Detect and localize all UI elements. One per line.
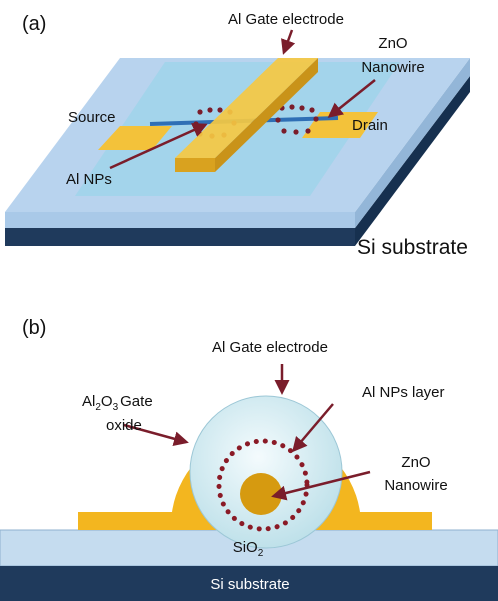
oxide-label: oxide <box>106 417 142 434</box>
text-part: 2 <box>258 548 264 559</box>
text-part: 2 <box>95 402 101 413</box>
si-layer <box>5 228 355 246</box>
nanowire-label: ZnO <box>378 35 407 52</box>
text-part: Gate <box>120 393 153 410</box>
oxide-side <box>355 58 470 228</box>
si-layer <box>0 566 498 601</box>
source-label: Source <box>68 109 116 126</box>
text-part: 3 <box>113 402 119 413</box>
oxide-label: Al2O3 Gate <box>82 393 153 413</box>
nanowire-core <box>240 473 282 515</box>
text-part: Al <box>82 393 95 410</box>
panel-label: (b) <box>22 317 46 339</box>
substrate-label: Si substrate <box>357 236 468 259</box>
gate-label: Al Gate electrode <box>212 339 328 356</box>
nanowire-label: Nanowire <box>384 477 447 494</box>
oxide-front <box>5 212 355 228</box>
nps-label: Al NPs layer <box>362 384 445 401</box>
panel-label: (a) <box>22 13 46 35</box>
arrows-b <box>123 364 371 501</box>
panel-b: (b) Al Gate electrode Al2O3 Gate oxide Al… <box>0 317 498 601</box>
text-part: SiO <box>233 539 258 556</box>
gate-front <box>175 158 215 172</box>
gate-label: Al Gate electrode <box>228 11 344 28</box>
gate-electrode <box>175 58 318 158</box>
nanowire-label: Nanowire <box>361 59 424 76</box>
panel-a: (a) Al Gate electrode ZnO Nanowire Sourc… <box>5 11 470 259</box>
drain-label: Drain <box>352 117 388 134</box>
substrate-label: Si substrate <box>210 576 289 593</box>
sio2-label: SiO2 <box>233 539 264 559</box>
nps-layer <box>216 438 310 532</box>
gate-side <box>215 58 318 172</box>
source-pad <box>98 126 172 150</box>
arrows-a <box>109 29 376 170</box>
si-layer-side <box>355 76 470 246</box>
nps-label: Al NPs <box>66 171 112 188</box>
text-part: O <box>101 393 113 410</box>
nanowire-label: ZnO <box>401 454 430 471</box>
